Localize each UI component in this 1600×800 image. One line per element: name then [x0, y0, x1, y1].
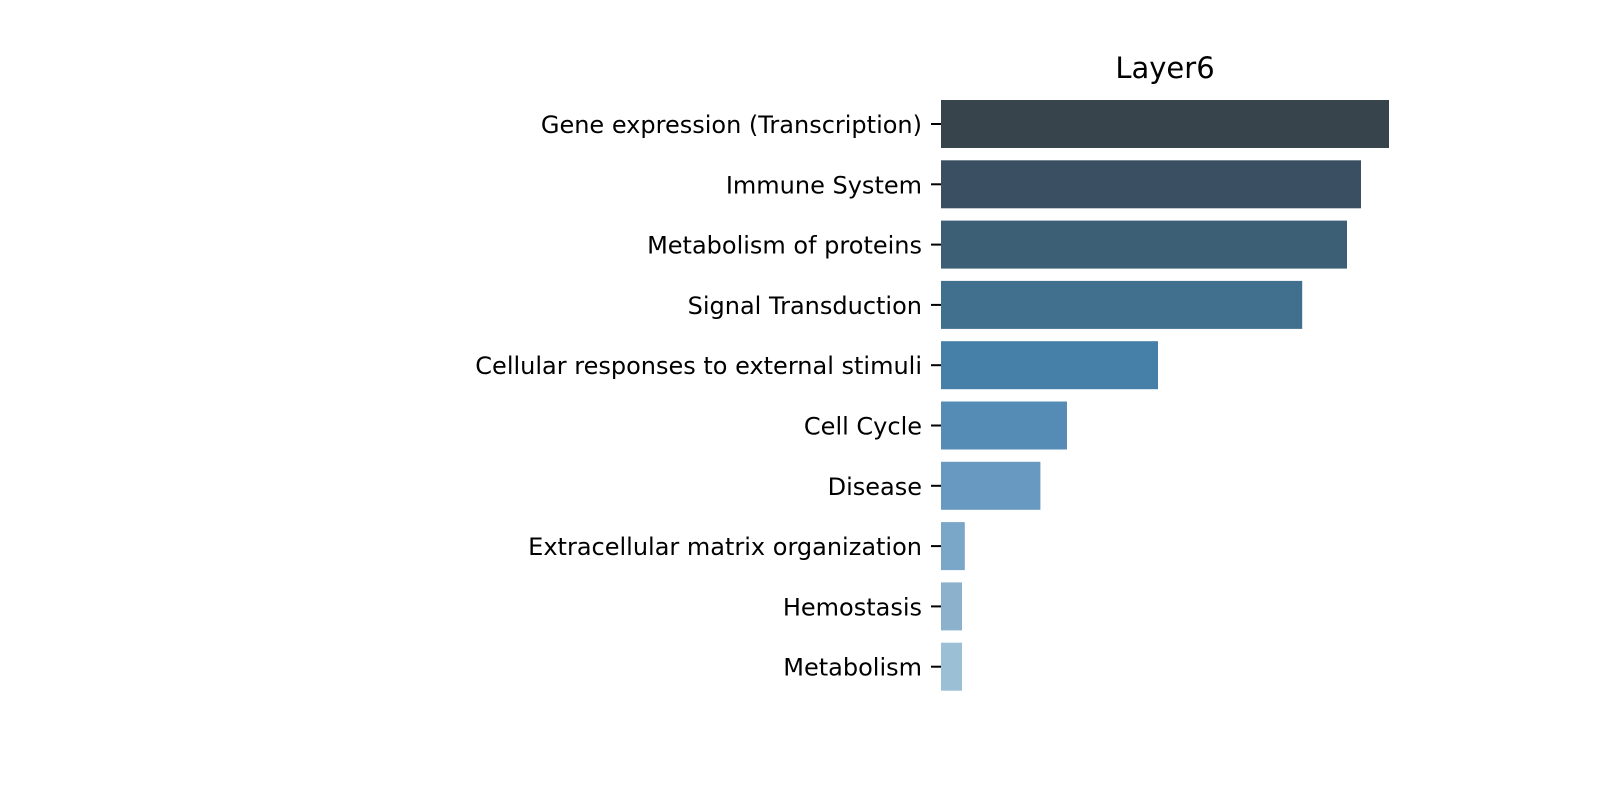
y-tick-label: Metabolism	[783, 654, 922, 682]
bar	[941, 522, 965, 571]
bar	[941, 341, 1158, 390]
y-tick-label: Signal Transduction	[688, 292, 922, 320]
bar	[941, 401, 1067, 450]
y-tick-label: Hemostasis	[783, 593, 922, 621]
y-tick-label: Gene expression (Transcription)	[541, 111, 922, 139]
chart-title: Layer6	[1115, 51, 1214, 85]
bars-group	[941, 100, 1389, 691]
bar	[941, 642, 962, 691]
bar	[941, 220, 1347, 269]
bar	[941, 461, 1041, 510]
y-tick-label: Disease	[828, 473, 922, 501]
y-tick-label: Extracellular matrix organization	[528, 533, 922, 561]
bar	[941, 582, 962, 631]
y-tick-label: Metabolism of proteins	[647, 232, 922, 260]
y-axis: Gene expression (Transcription) Immune Sy…	[475, 111, 941, 682]
bar	[941, 100, 1389, 148]
bar	[941, 280, 1303, 329]
bar	[941, 160, 1361, 209]
y-tick-label: Cellular responses to external stimuli	[475, 352, 922, 380]
y-tick-label: Cell Cycle	[804, 413, 922, 441]
y-tick-label: Immune System	[726, 171, 922, 199]
